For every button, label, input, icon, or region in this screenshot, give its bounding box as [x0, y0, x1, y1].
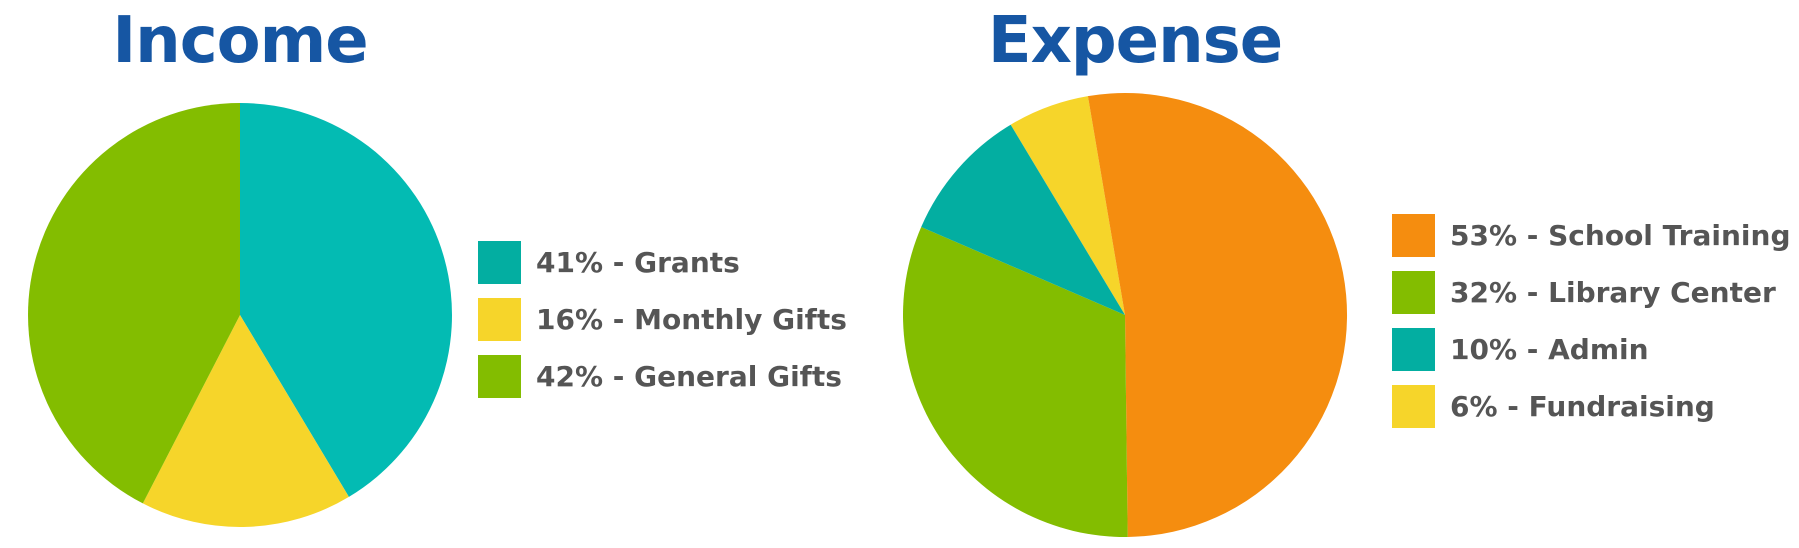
expense-legend-swatch: [1392, 385, 1435, 428]
expense-legend-item: 32% - Library Center: [1392, 264, 1790, 321]
expense-pie-chart: [903, 92, 1348, 537]
expense-slice-fundraising: [1010, 96, 1125, 316]
expense-legend-label: 53% - School Training: [1450, 219, 1791, 252]
expense-legend-item: 53% - School Training: [1392, 207, 1790, 264]
expense-legend-swatch: [1392, 214, 1435, 257]
expense-legend-label: 6% - Fundraising: [1450, 390, 1715, 423]
income-legend-item: 42% - General Gifts: [478, 348, 847, 405]
income-legend-swatch: [478, 298, 521, 341]
expense-legend-item: 10% - Admin: [1392, 321, 1790, 378]
expense-slice-school-training: [1087, 92, 1348, 537]
income-pie-chart: [28, 103, 452, 527]
expense-legend-item: 6% - Fundraising: [1392, 378, 1790, 435]
income-legend-swatch: [478, 355, 521, 398]
income-slice-monthly-gifts: [142, 315, 349, 527]
expense-chart-title: Expense: [987, 4, 1283, 78]
income-legend-item: 16% - Monthly Gifts: [478, 291, 847, 348]
expense-legend-swatch: [1392, 271, 1435, 314]
expense-legend-label: 10% - Admin: [1450, 333, 1649, 366]
expense-legend-swatch: [1392, 328, 1435, 371]
expense-slice-library-center: [903, 226, 1128, 537]
expense-legend: 53% - School Training 32% - Library Cente…: [1392, 207, 1790, 435]
income-legend-swatch: [478, 241, 521, 284]
income-slice-general-gifts: [28, 103, 240, 504]
income-chart-title: Income: [112, 4, 368, 78]
expense-legend-label: 32% - Library Center: [1450, 276, 1776, 309]
income-slice-grants: [240, 103, 452, 497]
income-legend-label: 42% - General Gifts: [536, 360, 842, 393]
income-legend: 41% - Grants 16% - Monthly Gifts 42% - Gen…: [478, 234, 847, 405]
expense-slice-admin: [921, 124, 1125, 316]
income-legend-label: 16% - Monthly Gifts: [536, 303, 847, 336]
income-legend-label: 41% - Grants: [536, 246, 740, 279]
income-legend-item: 41% - Grants: [478, 234, 847, 291]
